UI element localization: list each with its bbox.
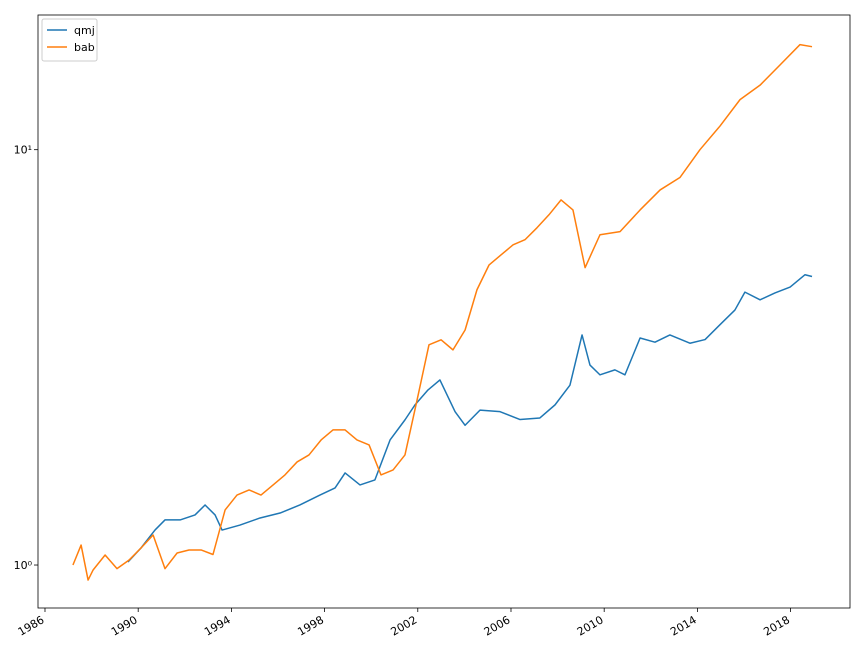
plot-frame bbox=[37, 14, 851, 609]
x-tick-label: 1990 bbox=[109, 613, 140, 638]
y-tick-label: 10¹ bbox=[14, 144, 32, 157]
x-tick-label: 1994 bbox=[202, 613, 233, 638]
legend: qmj bab bbox=[41, 18, 98, 62]
y-tick-label: 10⁰ bbox=[14, 559, 33, 572]
x-tick-label: 2002 bbox=[389, 613, 420, 638]
x-tick-label: 1986 bbox=[16, 613, 47, 638]
x-tick-label: 1998 bbox=[295, 613, 326, 638]
x-tick-label: 2018 bbox=[761, 613, 792, 638]
x-tick-label: 2014 bbox=[668, 613, 699, 638]
x-tick-label: 2010 bbox=[575, 613, 606, 638]
line-series bbox=[127, 273, 813, 563]
legend-label: qmj bbox=[74, 24, 95, 37]
line-series bbox=[72, 43, 813, 581]
legend-label: bab bbox=[74, 41, 95, 54]
x-tick-label: 2006 bbox=[482, 613, 513, 638]
